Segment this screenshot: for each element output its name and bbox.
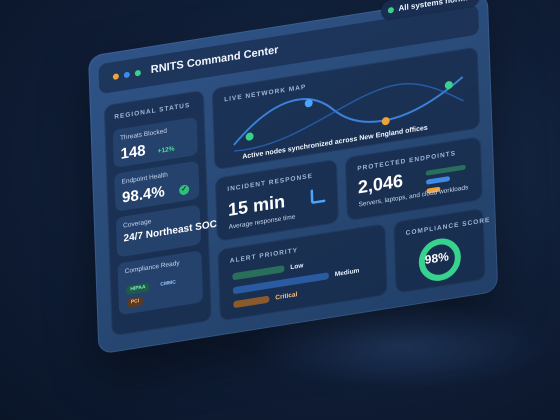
network-node-central xyxy=(304,99,313,108)
compliance-ready-label: Compliance Ready xyxy=(124,259,180,276)
regional-status-title: REGIONAL STATUS xyxy=(114,101,191,121)
endpoint-bar-laptops xyxy=(425,176,451,185)
alert-critical-label: Critical xyxy=(275,291,298,302)
compliance-score-card[interactable]: COMPLIANCE SCORE 98% xyxy=(393,207,490,294)
protected-endpoints-card[interactable]: PROTECTED ENDPOINTS 2,046 Servers, lapto… xyxy=(344,136,483,222)
network-link-primary xyxy=(233,76,464,146)
timer-arc-icon xyxy=(310,189,326,204)
threats-blocked-value: 148 xyxy=(120,142,146,163)
dashboard-panel: RNITS Command Center All systems normal … xyxy=(88,0,499,355)
window-dot-orange[interactable] xyxy=(112,73,119,81)
network-node-alert xyxy=(381,117,390,126)
alert-bar-critical xyxy=(233,295,270,309)
compliance-ring-fill xyxy=(418,238,461,281)
protected-endpoints-value: 2,046 xyxy=(357,170,404,198)
alert-priority-card[interactable]: ALERT PRIORITY Low Medium Critical xyxy=(217,223,388,322)
network-node-east xyxy=(444,81,453,90)
regional-status-card: REGIONAL STATUS Threats Blocked 148 +12%… xyxy=(103,89,217,337)
system-status-badge: All systems normal xyxy=(380,0,481,22)
pci-tag: PCI xyxy=(126,296,144,309)
alert-low-label: Low xyxy=(290,262,304,272)
live-network-map-card[interactable]: LIVE NETWORK MAP Active nodes synchroniz… xyxy=(211,46,481,171)
endpoint-health-tile[interactable]: Endpoint Health 98.4% ✓ xyxy=(114,160,200,212)
incident-response-card[interactable]: INCIDENT RESPONSE 15 min Average respons… xyxy=(214,158,340,242)
endpoint-health-value: 98.4% xyxy=(121,183,165,207)
hipaa-tag: HIPAA xyxy=(126,282,150,296)
threats-delta-badge: +12% xyxy=(157,145,175,156)
check-icon: ✓ xyxy=(178,184,190,196)
app-title: RNITS Command Center xyxy=(150,44,279,77)
alert-priority-title: ALERT PRIORITY xyxy=(229,247,299,265)
endpoint-bar-servers xyxy=(425,164,466,176)
threats-blocked-tile[interactable]: Threats Blocked 148 +12% xyxy=(112,116,198,168)
alert-bar-low xyxy=(232,265,285,281)
network-link-secondary xyxy=(233,82,464,152)
alert-medium-label: Medium xyxy=(334,267,360,279)
compliance-score-title: COMPLIANCE SCORE xyxy=(405,216,491,238)
coverage-tile[interactable]: Coverage 24/7 Northeast SOC xyxy=(115,204,217,258)
incident-response-title: INCIDENT RESPONSE xyxy=(227,172,314,194)
network-node-west xyxy=(245,132,254,141)
window-dot-blue[interactable] xyxy=(123,71,130,79)
compliance-ready-tile[interactable]: Compliance Ready HIPAA CMMC PCI xyxy=(117,250,204,316)
window-dot-green[interactable] xyxy=(134,69,141,77)
system-status-text: All systems normal xyxy=(398,0,472,14)
threats-blocked-label: Threats Blocked xyxy=(119,127,168,142)
coverage-label: Coverage xyxy=(122,218,152,230)
network-map-graphic xyxy=(233,76,464,152)
cmmc-tag: CMMC xyxy=(156,277,181,291)
compliance-ring-graphic xyxy=(418,238,461,281)
status-dot-icon xyxy=(387,6,394,14)
